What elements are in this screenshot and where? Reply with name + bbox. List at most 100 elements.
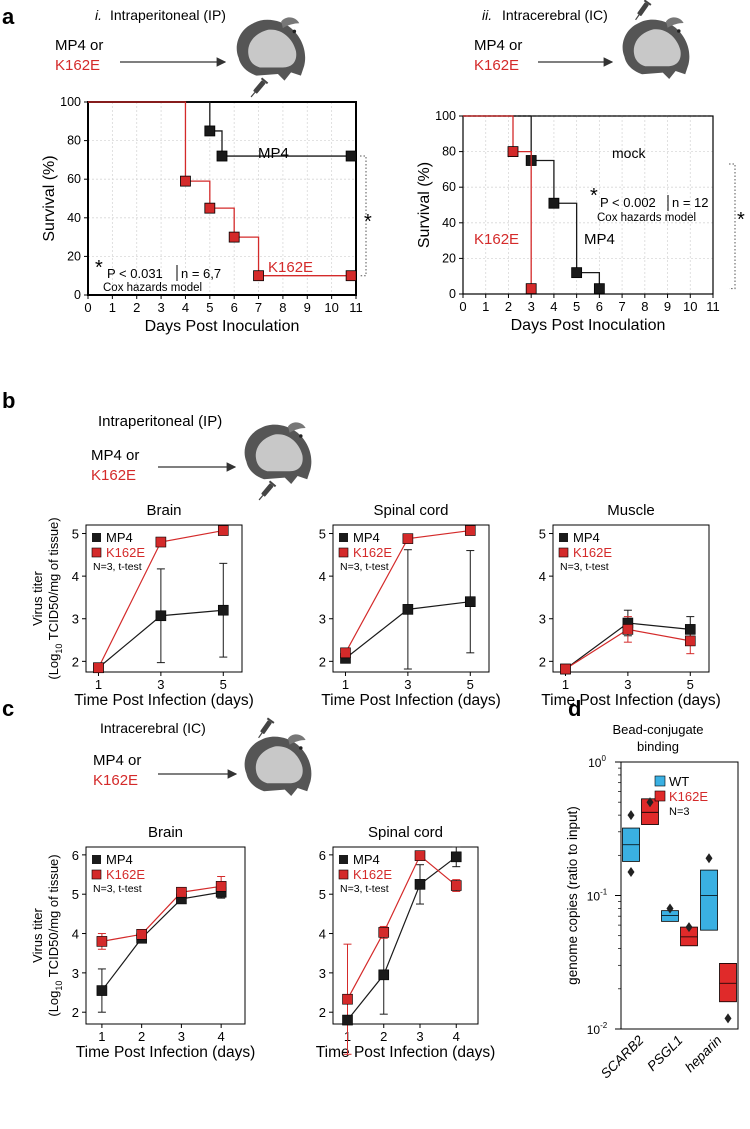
data-point-mp4 [342, 1014, 353, 1026]
bracket-star: * [737, 209, 745, 231]
panel-b-header: Intraperitoneal (IP) MP4 or K162E [91, 413, 312, 504]
data-point-mp4 [548, 197, 560, 209]
y-tick-label: 3 [72, 612, 79, 627]
x-tick-label: 5 [467, 677, 474, 692]
plot-frame [85, 846, 246, 1025]
y-tick-label: 100 [60, 95, 81, 109]
x-tick-label: 3 [157, 300, 164, 315]
data-point-mp4 [464, 596, 476, 607]
legend-swatch-mp4 [559, 533, 568, 542]
y-tick-label: 10-2 [587, 1021, 608, 1037]
y-axis-label-line2: (Log10 TCID50/mg of tissue) [46, 517, 64, 679]
y-tick-label: 60 [67, 172, 81, 186]
y-tick-label: 2 [72, 654, 79, 669]
x-tick-label: 4 [453, 1029, 460, 1044]
n-text: n = 6,7 [181, 266, 221, 281]
y-axis-label-part: TCID50/mg of tissue) [46, 517, 61, 643]
x-tick-label: 6 [231, 300, 238, 315]
x-tick-label: 7 [618, 299, 625, 314]
data-point-mp4 [450, 851, 462, 863]
series-line-mp4 [88, 101, 352, 157]
legend-note: N=3, t-test [340, 883, 389, 895]
series-label-mp4: MP4 [584, 231, 615, 248]
legend-swatch-mp4 [92, 855, 101, 864]
x-tick-label: 1 [342, 677, 349, 692]
y-tick-label: 6 [72, 848, 79, 863]
x-axis-label: Time Post Infection (days) [316, 1044, 495, 1061]
x-tick-label: 8 [641, 299, 648, 314]
y-tick-label: 3 [319, 612, 326, 627]
x-tick-label: 5 [206, 300, 213, 315]
data-point-k162e [215, 881, 227, 892]
chart-title: Spinal cord [368, 824, 443, 841]
k162e-label: K162E [55, 57, 100, 74]
n-text: n = 12 [672, 195, 709, 210]
data-point-k162e [155, 536, 167, 548]
chart-a_ii: 0 1 2 3 4 5 6 7 8 9 10 11 0 20 40 60 80 100 Days Post Inoc… [416, 109, 745, 334]
x-tick-label: 4 [182, 300, 189, 315]
y-tick-label: 4 [72, 927, 79, 942]
data-point-mp4 [96, 985, 108, 996]
y-tick-label: 3 [539, 612, 546, 627]
legend-label-mp4: MP4 [106, 852, 133, 867]
syringe-icon [631, 0, 653, 23]
data-point-k162e [176, 886, 187, 898]
data-point-k162e [402, 533, 414, 544]
y-tick-label: 5 [72, 887, 79, 902]
y-tick-label: 20 [442, 251, 456, 265]
legend-label-wt: WT [669, 774, 689, 789]
model-text: Cox hazards model [103, 282, 202, 294]
y-axis-label: Survival (%) [416, 162, 433, 248]
data-point-k162e [340, 647, 351, 659]
y-tick-label: 100 [588, 754, 606, 770]
data-point-mp4 [345, 150, 357, 162]
y-tick-label: 0 [449, 287, 456, 301]
data-point-mp4 [378, 969, 390, 981]
series-label-mock: mock [612, 145, 646, 161]
data-point-mp4 [155, 610, 167, 622]
y-tick-exponent: 0 [601, 754, 606, 763]
mouse-icon [236, 17, 306, 81]
y-axis-label-part: TCID50/mg of tissue) [46, 854, 61, 980]
x-tick-label: 8 [279, 300, 286, 315]
category-label: PSGL1 [644, 1033, 685, 1074]
data-point-mp4 [414, 879, 426, 890]
series-label-mp4: MP4 [258, 145, 289, 162]
k162e-label: K162E [93, 772, 138, 789]
y-axis-label: genome copies (ratio to input) [565, 806, 580, 985]
x-tick-label: 4 [550, 299, 557, 314]
legend-label-mp4: MP4 [106, 530, 133, 545]
y-tick-label: 60 [442, 180, 456, 194]
x-axis-label: Time Post Infection (days) [541, 692, 720, 709]
y-axis-label-line1: Virus titer [30, 570, 45, 625]
series-line-k162e [463, 115, 532, 289]
data-point-k162e [217, 525, 229, 536]
data-point-k162e [253, 270, 264, 282]
y-axis-label-line2: (Log10 TCID50/mg of tissue) [46, 854, 64, 1016]
data-point-k162e [414, 850, 426, 861]
x-tick-label: 11 [349, 300, 363, 315]
y-tick-label: 100 [435, 109, 456, 123]
data-point-k162e [228, 231, 240, 243]
legend-swatch-mp4 [339, 855, 348, 864]
legend-label-mp4: MP4 [353, 530, 380, 545]
panel-c-title: Intracerebral (IC) [100, 720, 206, 736]
x-tick-label: 3 [178, 1029, 185, 1044]
y-tick-label: 4 [539, 569, 546, 584]
y-axis-label-part: (Log [46, 991, 61, 1017]
x-tick-label: 0 [459, 299, 466, 314]
legend-note: N=3, t-test [340, 561, 389, 573]
legend-swatch-mp4 [339, 533, 348, 542]
y-tick-label: 6 [319, 848, 326, 863]
legend-swatch-k162e [91, 547, 102, 558]
mp4-or-label: MP4 or [91, 447, 139, 464]
x-tick-label: 9 [664, 299, 671, 314]
x-tick-label: 5 [573, 299, 580, 314]
legend-note: N=3, t-test [93, 561, 142, 573]
x-axis-label: Days Post Inoculation [511, 317, 666, 334]
outlier-point [685, 922, 693, 933]
x-tick-label: 2 [505, 299, 512, 314]
x-tick-label: 10 [683, 299, 697, 314]
